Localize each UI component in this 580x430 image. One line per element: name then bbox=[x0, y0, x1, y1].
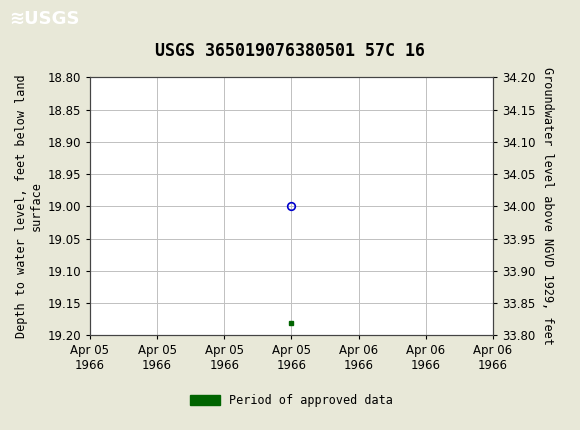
Y-axis label: Depth to water level, feet below land
surface: Depth to water level, feet below land su… bbox=[15, 74, 43, 338]
Legend: Period of approved data: Period of approved data bbox=[186, 390, 397, 412]
Text: ≋USGS: ≋USGS bbox=[9, 9, 79, 27]
Y-axis label: Groundwater level above NGVD 1929, feet: Groundwater level above NGVD 1929, feet bbox=[541, 68, 554, 345]
Text: USGS 365019076380501 57C 16: USGS 365019076380501 57C 16 bbox=[155, 42, 425, 60]
